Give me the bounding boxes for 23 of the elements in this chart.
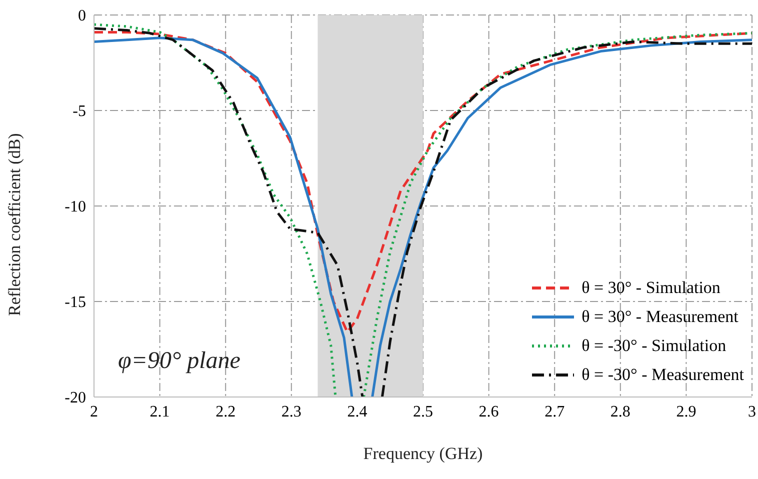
x-axis-title: Frequency (GHz) bbox=[363, 444, 483, 463]
x-tick-label: 2.1 bbox=[150, 403, 170, 420]
y-tick-label: -20 bbox=[64, 390, 86, 407]
y-tick-label: 0 bbox=[78, 8, 86, 25]
legend-label: θ = -30° - Simulation bbox=[582, 335, 726, 357]
x-tick-label: 2.4 bbox=[347, 403, 368, 420]
x-tick-label: 2.2 bbox=[216, 403, 236, 420]
x-tick-label: 3 bbox=[748, 403, 756, 420]
x-tick-label: 2.5 bbox=[413, 403, 433, 420]
x-tick-label: 2.3 bbox=[281, 403, 302, 420]
x-tick-label: 2 bbox=[90, 403, 98, 420]
annotation: φ=90° plane bbox=[118, 348, 241, 374]
x-tick-label: 2.7 bbox=[544, 403, 565, 420]
x-tick-label: 2.9 bbox=[676, 403, 696, 420]
x-tick-label: 2.8 bbox=[610, 403, 630, 420]
y-axis-title: Reflection coefficient (dB) bbox=[5, 133, 24, 316]
y-tick-label: -15 bbox=[64, 294, 86, 312]
x-tick-label: 2.6 bbox=[478, 403, 499, 420]
y-tick-label: -5 bbox=[72, 103, 86, 120]
legend-label: θ = 30° - Measurement bbox=[582, 306, 738, 328]
legend-label: θ = 30° - Simulation bbox=[582, 277, 720, 299]
y-tick-label: -10 bbox=[64, 198, 86, 216]
legend-label: θ = -30° - Measurement bbox=[582, 364, 744, 386]
